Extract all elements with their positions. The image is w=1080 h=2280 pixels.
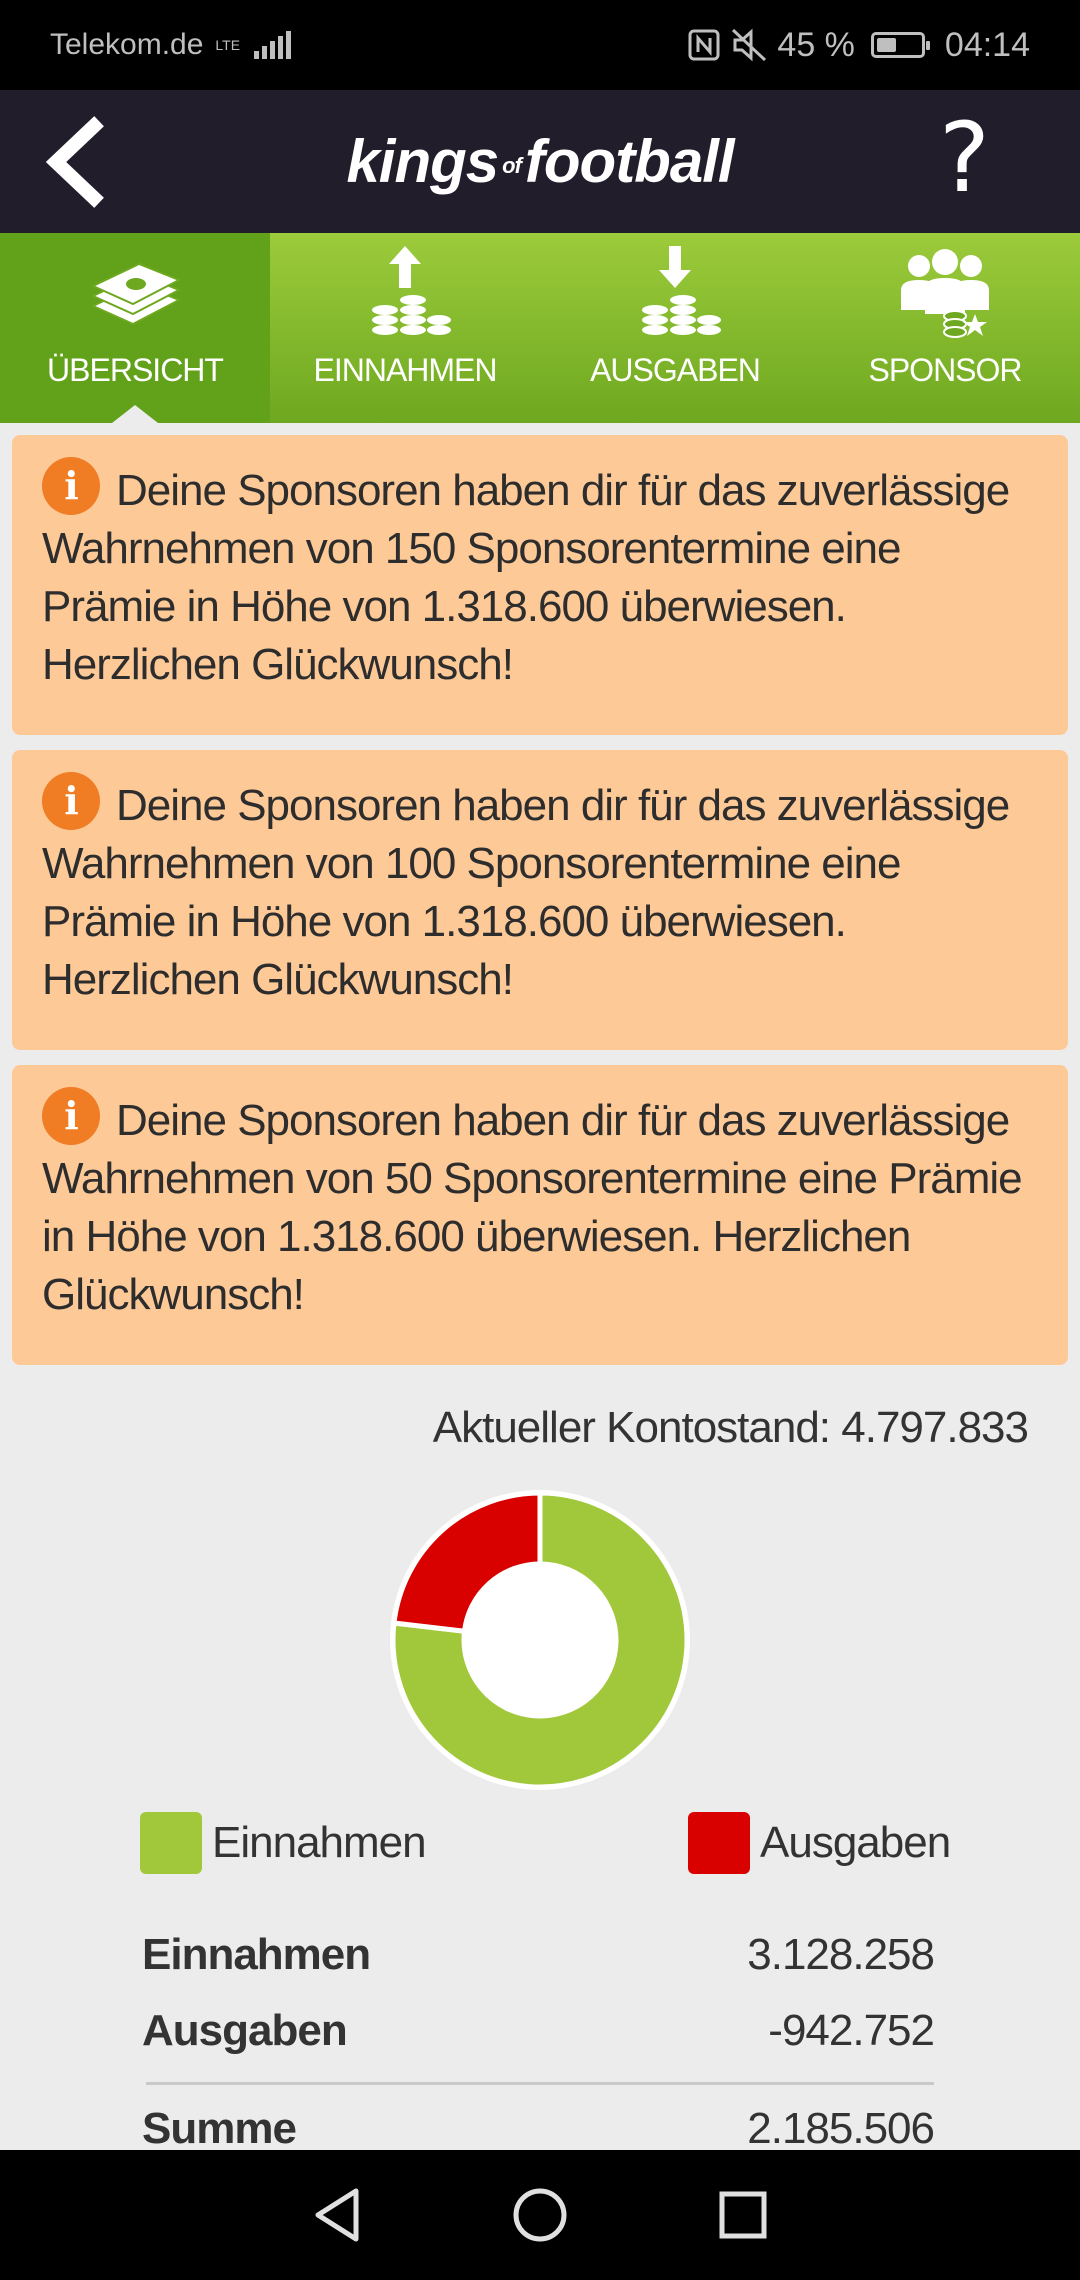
summary-divider — [146, 2082, 934, 2085]
tab-label: SPONSOR — [868, 352, 1022, 388]
legend-expense: Ausgaben — [688, 1812, 951, 1874]
legend-label-expense: Ausgaben — [760, 1818, 951, 1867]
app-header: kings offootball ? — [0, 90, 1080, 233]
tab-sponsor[interactable]: SPONSOR — [810, 233, 1080, 423]
legend-label-income: Einnahmen — [212, 1818, 427, 1867]
mute-icon — [732, 28, 767, 62]
account-balance: Aktueller Kontostand: 4.797.833 — [432, 1403, 1029, 1452]
summary-label: Summe — [142, 2104, 297, 2153]
notice-card: i Deine Sponsoren haben dir für das zuver… — [12, 1065, 1068, 1365]
carrier-name: Telekom.de — [50, 28, 204, 61]
info-icon: i — [42, 457, 100, 515]
donut-hole — [466, 1566, 614, 1714]
summary-label: Ausgaben — [142, 2006, 348, 2055]
summary-value: 2.185.506 — [747, 2104, 935, 2153]
summary-row-expense: Ausgaben -942.752 — [142, 2006, 935, 2056]
help-button[interactable]: ? — [939, 102, 990, 214]
info-icon: i — [42, 772, 100, 830]
nfc-icon — [688, 29, 720, 61]
logo-kings: kings — [346, 128, 499, 195]
nav-back-icon[interactable] — [312, 2187, 362, 2243]
signal-icon — [254, 31, 292, 59]
donut-slice-ausgaben — [391, 1490, 543, 1634]
nav-home-icon[interactable] — [512, 2187, 568, 2243]
notice-card: i Deine Sponsoren haben dir für das zuver… — [12, 435, 1068, 735]
app-logo: kings offootball — [346, 127, 735, 196]
money-stack-icon — [90, 262, 182, 326]
nav-recents-icon[interactable] — [718, 2190, 768, 2240]
status-bar: Telekom.de LTE 45 % 04:14 — [0, 0, 1080, 90]
summary-value: 3.128.258 — [747, 1930, 935, 1979]
notice-text: Deine Sponsoren haben dir für das zuverl… — [42, 466, 1010, 689]
clock: 04:14 — [944, 25, 1030, 64]
summary-label: Einnahmen — [142, 1930, 371, 1979]
logo-of: of — [502, 153, 522, 179]
notice-card: i Deine Sponsoren haben dir für das zuver… — [12, 750, 1068, 1050]
legend-swatch-income — [140, 1812, 202, 1874]
tab-income[interactable]: EINNAHMEN — [270, 233, 540, 423]
notice-text: Deine Sponsoren haben dir für das zuverl… — [42, 1096, 1023, 1319]
tab-label: AUSGABEN — [590, 352, 761, 388]
income-expense-donut-chart — [390, 1490, 690, 1790]
logo-football: football — [524, 128, 735, 195]
summary-row-total: Summe 2.185.506 — [142, 2104, 935, 2154]
tab-label: ÜBERSICHT — [47, 352, 224, 388]
battery-icon — [870, 32, 930, 58]
network-type: LTE — [215, 37, 241, 53]
coins-down-icon — [642, 246, 721, 335]
notice-text: Deine Sponsoren haben dir für das zuverl… — [42, 781, 1010, 1004]
status-left: Telekom.de LTE — [50, 28, 292, 62]
legend-income: Einnahmen — [140, 1812, 427, 1874]
system-nav-bar — [0, 2150, 1080, 2280]
battery-percent: 45 % — [777, 25, 855, 64]
info-icon: i — [42, 1087, 100, 1145]
status-right: 45 % 04:14 — [687, 26, 1030, 65]
tab-bar: ÜBERSICHT EINNAHMEN AUSGABEN — [0, 233, 1080, 423]
tab-overview[interactable]: ÜBERSICHT — [0, 233, 270, 423]
donut-slice-einnahmen — [390, 1490, 690, 1790]
legend-swatch-expense — [688, 1812, 750, 1874]
summary-value: -942.752 — [768, 2006, 935, 2055]
tab-expenses[interactable]: AUSGABEN — [540, 233, 810, 423]
sponsor-group-icon — [901, 249, 989, 338]
summary-row-income: Einnahmen 3.128.258 — [142, 1930, 935, 1980]
tab-label: EINNAHMEN — [313, 352, 497, 388]
coins-up-icon — [372, 246, 451, 335]
back-arrow-icon[interactable] — [38, 112, 118, 212]
